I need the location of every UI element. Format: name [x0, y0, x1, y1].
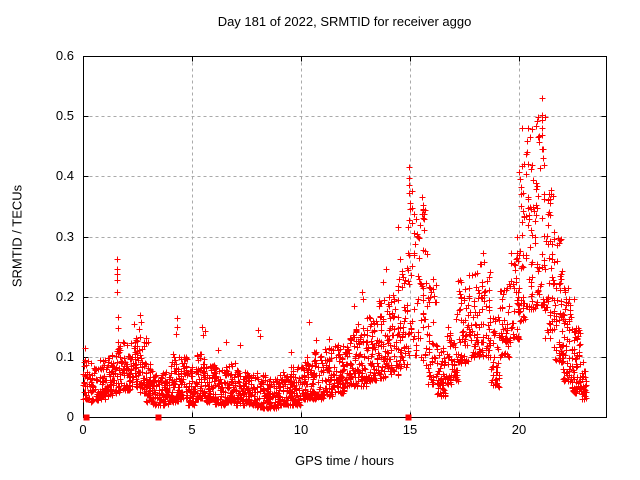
zero-square-marker	[83, 414, 90, 421]
zero-square-marker	[155, 414, 162, 421]
x-axis-label: GPS time / hours	[295, 453, 394, 468]
x-tick-label: 10	[294, 422, 308, 437]
y-tick-label: 0.5	[56, 108, 74, 123]
y-tick-label: 0.2	[56, 289, 74, 304]
y-tick-label: 0.6	[56, 48, 74, 63]
zero-square-marker	[405, 414, 412, 421]
scatter-points	[80, 95, 590, 412]
x-tick-label: 5	[188, 422, 195, 437]
y-tick-label: 0	[67, 409, 74, 424]
x-tick-label: 20	[512, 422, 526, 437]
x-tick-label: 15	[403, 422, 417, 437]
x-tick-label: 0	[79, 422, 86, 437]
y-tick-label: 0.4	[56, 168, 74, 183]
y-tick-label: 0.1	[56, 349, 74, 364]
y-tick-label: 0.3	[56, 229, 74, 244]
chart-title: Day 181 of 2022, SRMTID for receiver agg…	[217, 14, 472, 29]
